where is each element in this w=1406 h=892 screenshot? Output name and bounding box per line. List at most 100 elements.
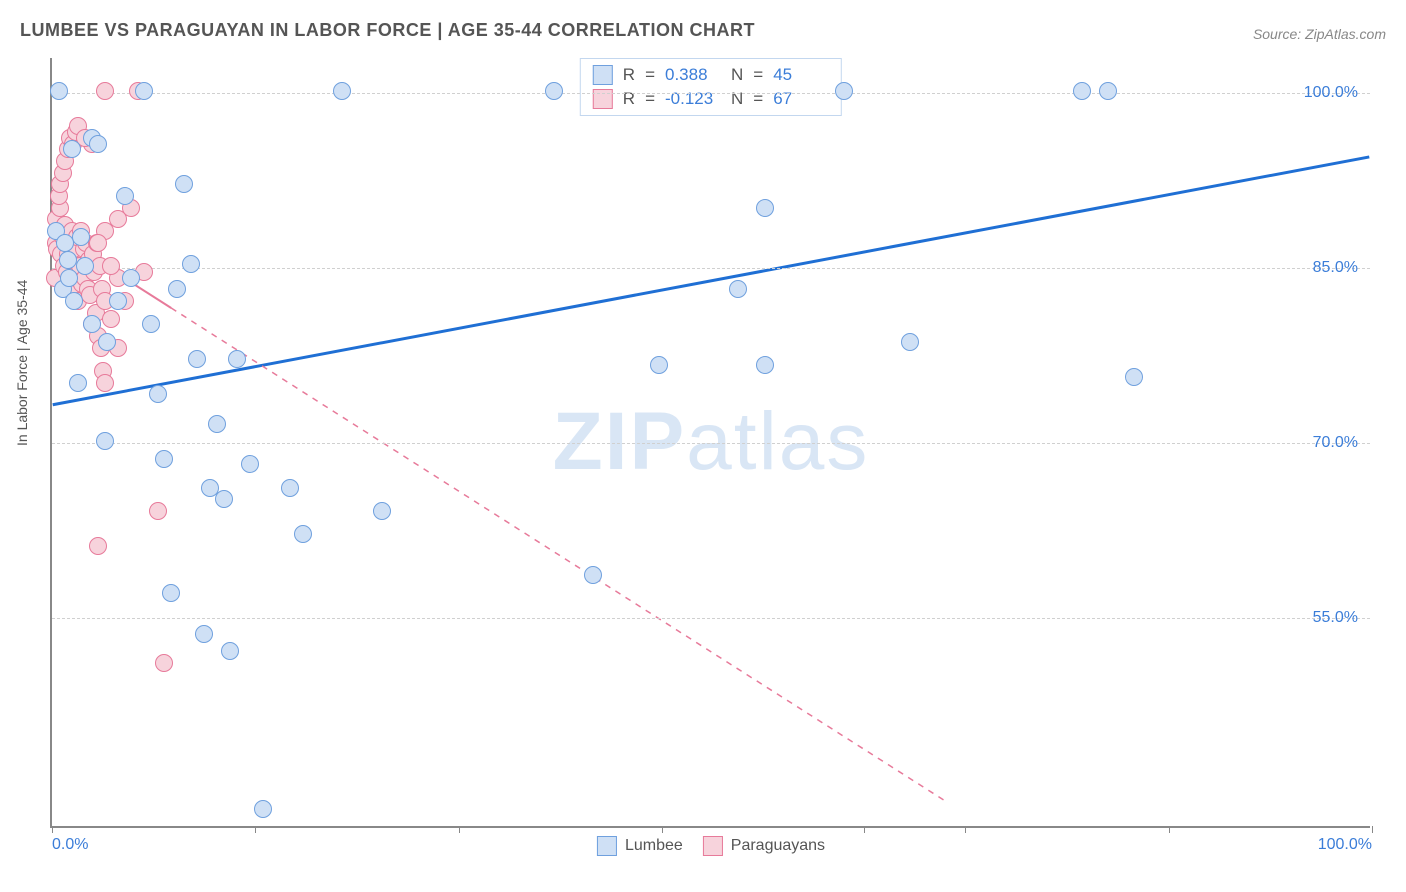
- plot-area: ZIPatlas R = 0.388 N = 45 R = -0.123 N =…: [50, 58, 1370, 828]
- legend-bottom: Lumbee Paraguayans: [597, 836, 825, 856]
- scatter-point: [254, 800, 272, 818]
- legend-stats-row-lumbee: R = 0.388 N = 45: [593, 63, 829, 87]
- scatter-point: [901, 333, 919, 351]
- scatter-point: [72, 228, 90, 246]
- scatter-point: [102, 310, 120, 328]
- xtick: [864, 826, 865, 833]
- trendline-solid: [53, 157, 1370, 405]
- stat-N-paraguayans: 67: [773, 89, 829, 109]
- xtick: [459, 826, 460, 833]
- scatter-point: [168, 280, 186, 298]
- scatter-point: [65, 292, 83, 310]
- scatter-point: [835, 82, 853, 100]
- trend-lines: [52, 58, 1370, 826]
- ytick-label: 85.0%: [1313, 259, 1358, 277]
- stat-R-lumbee: 0.388: [665, 65, 721, 85]
- scatter-point: [149, 502, 167, 520]
- gridline: [52, 443, 1370, 444]
- stat-eq: =: [645, 65, 655, 85]
- scatter-point: [135, 82, 153, 100]
- scatter-point: [545, 82, 563, 100]
- stat-N-label: N: [731, 65, 743, 85]
- xtick-label: 0.0%: [52, 836, 88, 854]
- scatter-point: [208, 415, 226, 433]
- swatch-paraguayans: [703, 836, 723, 856]
- scatter-point: [102, 257, 120, 275]
- stat-eq: =: [645, 89, 655, 109]
- scatter-point: [162, 584, 180, 602]
- scatter-point: [650, 356, 668, 374]
- legend-item-paraguayans: Paraguayans: [703, 836, 825, 856]
- stat-eq: =: [753, 65, 763, 85]
- scatter-point: [83, 315, 101, 333]
- scatter-point: [215, 490, 233, 508]
- xtick-label: 100.0%: [1318, 836, 1372, 854]
- scatter-point: [50, 82, 68, 100]
- scatter-point: [281, 479, 299, 497]
- y-axis-label: In Labor Force | Age 35-44: [14, 280, 30, 446]
- legend-label-lumbee: Lumbee: [625, 837, 683, 855]
- scatter-point: [294, 525, 312, 543]
- scatter-point: [116, 187, 134, 205]
- scatter-point: [241, 455, 259, 473]
- scatter-point: [69, 374, 87, 392]
- chart-container: LUMBEE VS PARAGUAYAN IN LABOR FORCE | AG…: [0, 0, 1406, 892]
- stat-eq: =: [753, 89, 763, 109]
- scatter-point: [60, 269, 78, 287]
- scatter-point: [109, 210, 127, 228]
- scatter-point: [109, 292, 127, 310]
- stat-R-label: R: [623, 65, 635, 85]
- scatter-point: [175, 175, 193, 193]
- legend-stats-row-paraguayans: R = -0.123 N = 67: [593, 87, 829, 111]
- scatter-point: [756, 356, 774, 374]
- swatch-lumbee: [593, 65, 613, 85]
- stat-R-label: R: [623, 89, 635, 109]
- scatter-point: [59, 251, 77, 269]
- scatter-point: [96, 374, 114, 392]
- gridline: [52, 268, 1370, 269]
- scatter-point: [89, 234, 107, 252]
- scatter-point: [155, 450, 173, 468]
- scatter-point: [1073, 82, 1091, 100]
- source-attribution: Source: ZipAtlas.com: [1253, 26, 1386, 42]
- scatter-point: [195, 625, 213, 643]
- gridline: [52, 93, 1370, 94]
- legend-stats-box: R = 0.388 N = 45 R = -0.123 N = 67: [580, 58, 842, 116]
- scatter-point: [142, 315, 160, 333]
- scatter-point: [584, 566, 602, 584]
- scatter-point: [122, 269, 140, 287]
- stat-R-paraguayans: -0.123: [665, 89, 721, 109]
- swatch-paraguayans: [593, 89, 613, 109]
- chart-title: LUMBEE VS PARAGUAYAN IN LABOR FORCE | AG…: [20, 20, 755, 41]
- scatter-point: [89, 537, 107, 555]
- scatter-point: [221, 642, 239, 660]
- scatter-point: [729, 280, 747, 298]
- xtick: [52, 826, 53, 833]
- watermark-bold: ZIP: [553, 396, 687, 487]
- scatter-point: [149, 385, 167, 403]
- scatter-point: [1125, 368, 1143, 386]
- legend-item-lumbee: Lumbee: [597, 836, 683, 856]
- scatter-point: [1099, 82, 1117, 100]
- trendline-dashed: [171, 308, 948, 803]
- xtick: [255, 826, 256, 833]
- scatter-point: [96, 432, 114, 450]
- xtick: [1169, 826, 1170, 833]
- scatter-point: [155, 654, 173, 672]
- watermark: ZIPatlas: [553, 395, 870, 489]
- xtick: [965, 826, 966, 833]
- ytick-label: 70.0%: [1313, 434, 1358, 452]
- stat-N-lumbee: 45: [773, 65, 829, 85]
- scatter-point: [89, 135, 107, 153]
- scatter-point: [76, 257, 94, 275]
- scatter-point: [98, 333, 116, 351]
- scatter-point: [63, 140, 81, 158]
- swatch-lumbee: [597, 836, 617, 856]
- watermark-rest: atlas: [686, 396, 869, 487]
- scatter-point: [182, 255, 200, 273]
- scatter-point: [333, 82, 351, 100]
- legend-label-paraguayans: Paraguayans: [731, 837, 825, 855]
- ytick-label: 55.0%: [1313, 609, 1358, 627]
- xtick: [1372, 826, 1373, 833]
- stat-N-label: N: [731, 89, 743, 109]
